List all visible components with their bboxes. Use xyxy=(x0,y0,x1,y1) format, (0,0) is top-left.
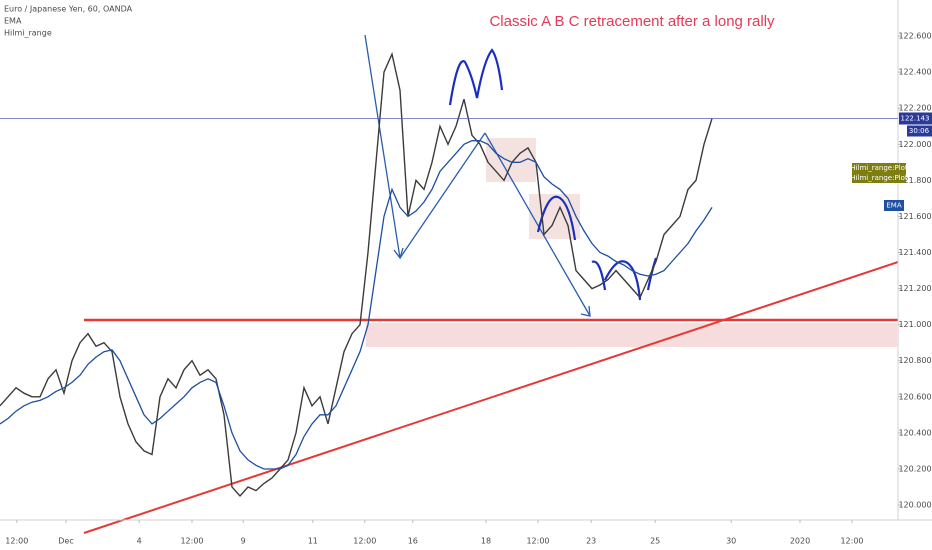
legend-indicator: EMA xyxy=(4,17,22,26)
plot-label: Hilmi_range:Plot xyxy=(850,174,908,182)
plot-label-box xyxy=(852,163,906,173)
last-price-box xyxy=(899,112,932,125)
x-tick-label: 11 xyxy=(308,537,318,546)
box xyxy=(484,136,538,184)
y-tick-label: 120.800 xyxy=(898,356,931,365)
last-price-label: 122.143 xyxy=(901,115,930,123)
zone xyxy=(364,321,899,349)
y-tick-label: 121.600 xyxy=(898,212,931,221)
y-tick-label: 120.600 xyxy=(898,392,931,401)
y-tick-label: 120.000 xyxy=(898,501,931,510)
hand-drawing xyxy=(448,48,658,301)
x-tick-label: 2020 xyxy=(790,537,810,546)
y-tick-label: 122.400 xyxy=(898,68,931,77)
x-tick-label: 23 xyxy=(586,537,596,546)
ema-line xyxy=(0,140,713,470)
plot-label-box xyxy=(852,173,906,183)
y-tick-label: 122.200 xyxy=(898,104,931,113)
box xyxy=(527,192,582,241)
x-tick-label: 12:00 xyxy=(526,537,549,546)
x-tick-label: 16 xyxy=(408,537,418,546)
x-tick-label: 12:00 xyxy=(840,537,863,546)
ema-label: EMA xyxy=(886,202,901,210)
countdown-box xyxy=(907,125,932,137)
price-line xyxy=(0,51,713,498)
plot xyxy=(0,51,713,498)
y-tick-label: 122.600 xyxy=(898,32,931,41)
x-tick-label: 9 xyxy=(241,537,246,546)
x-tick-label: Dec xyxy=(58,537,73,546)
x-tick-label: 12:00 xyxy=(5,537,28,546)
x-tick-label: 12:00 xyxy=(353,537,376,546)
ema-label-box xyxy=(884,200,904,211)
plot-label: Hilmi_range:Plot xyxy=(850,164,908,172)
y-tick-label: 121.800 xyxy=(898,176,931,185)
legend-indicator: Hilmi_range xyxy=(4,29,52,38)
trend-line xyxy=(83,261,899,534)
y-tick-label: 120.400 xyxy=(898,428,931,437)
x-tick-label: 30 xyxy=(726,537,736,546)
drawings xyxy=(364,34,591,317)
y-tick-label: 121.000 xyxy=(898,320,931,329)
chart-title: Classic A B C retracement after a long r… xyxy=(489,13,775,30)
y-tick-label: 122.000 xyxy=(898,140,931,149)
x-tick-label: 4 xyxy=(137,537,142,546)
countdown: 30:06 xyxy=(909,127,930,135)
legend-symbol: Euro / Japanese Yen, 60, OANDA xyxy=(4,5,133,14)
y-tick-label: 121.200 xyxy=(898,284,931,293)
x-tick-label: 25 xyxy=(650,537,660,546)
x-tick-label: 18 xyxy=(481,537,491,546)
y-tick-label: 121.400 xyxy=(898,248,931,257)
x-tick-label: 12:00 xyxy=(180,537,203,546)
y-tick-label: 120.200 xyxy=(898,464,931,473)
